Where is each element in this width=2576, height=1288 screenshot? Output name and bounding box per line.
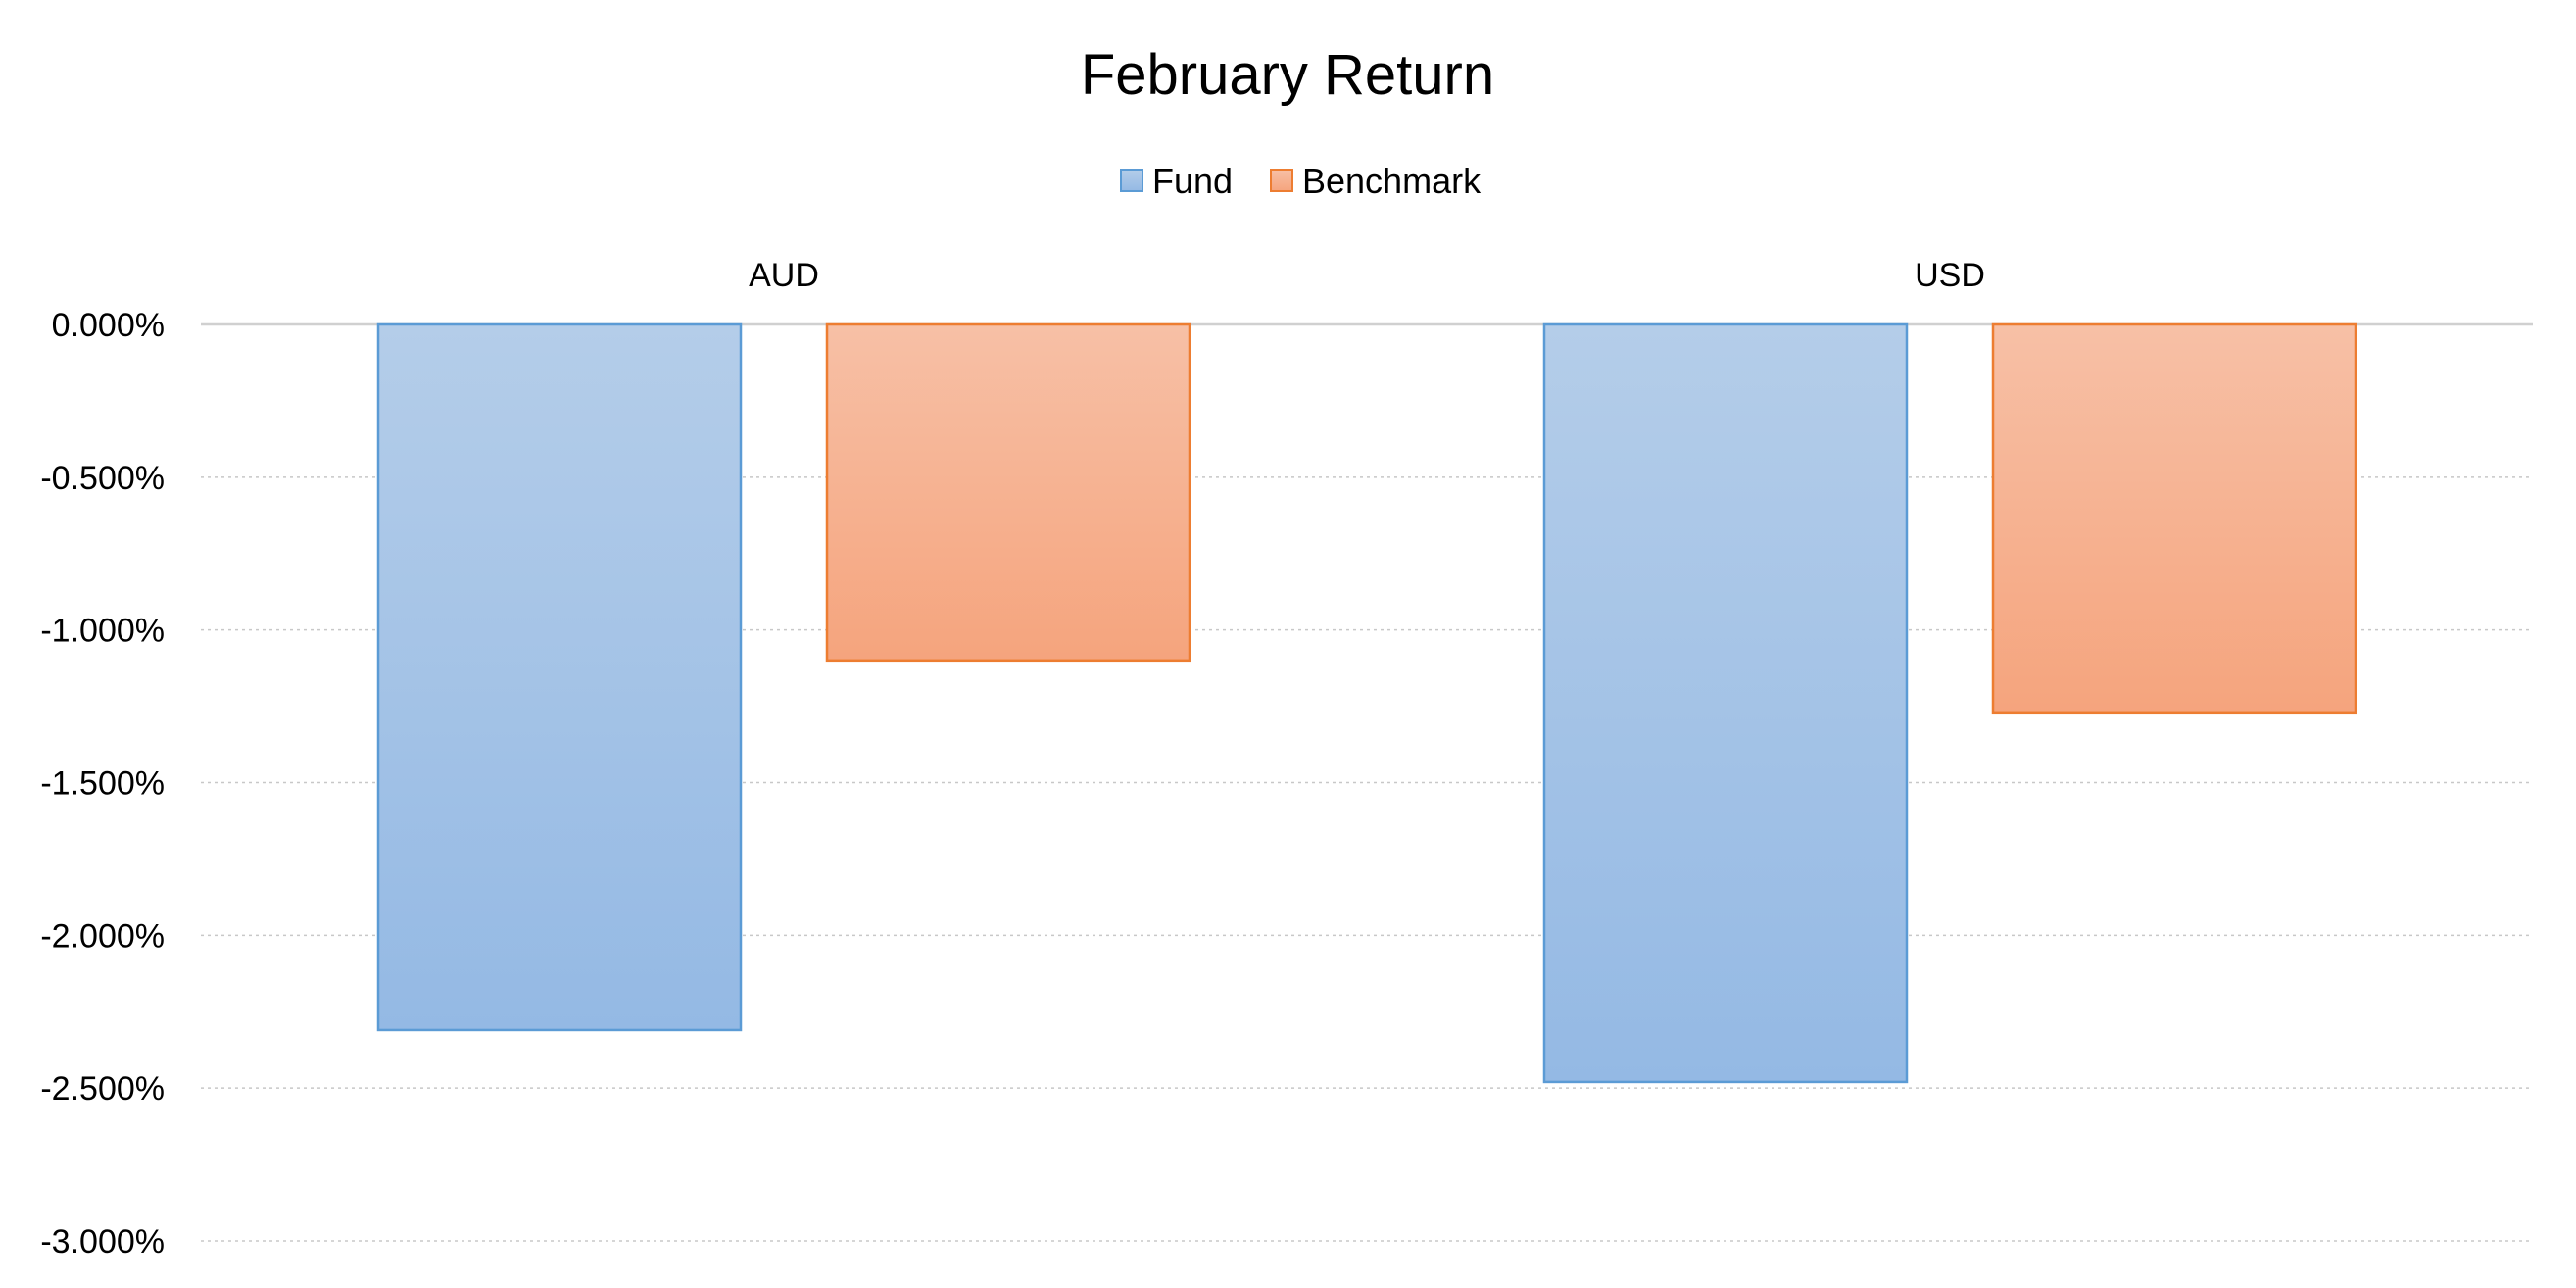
y-tick-label: -0.500% (40, 460, 165, 497)
y-tick-label: 0.000% (52, 307, 165, 344)
legend-swatch-benchmark (1270, 169, 1293, 192)
bar-benchmark-usd (1991, 322, 2357, 715)
category-label: USD (1915, 257, 1985, 294)
bar-fund-aud (376, 322, 743, 1032)
bar-benchmark-aud (825, 322, 1191, 663)
category-label: AUD (749, 257, 819, 294)
y-tick-label: -1.500% (40, 766, 165, 803)
y-axis: 0.000% -0.500% -1.000% -1.500% -2.000% -2.500… (40, 307, 165, 1261)
legend-swatch-fund (1120, 169, 1143, 192)
legend-label-fund: Fund (1152, 161, 1233, 201)
category-labels: AUD USD (749, 257, 1985, 294)
y-tick-label: -1.000% (40, 613, 165, 650)
legend: Fund Benchmark (1120, 161, 1482, 201)
bar-fund-usd (1542, 322, 1909, 1084)
legend-label-benchmark: Benchmark (1302, 161, 1482, 201)
chart-title: February Return (1081, 43, 1494, 107)
bars (376, 322, 2357, 1084)
y-tick-label: -2.500% (40, 1070, 165, 1108)
y-tick-label: -2.000% (40, 917, 165, 955)
y-tick-label: -3.000% (40, 1223, 165, 1261)
